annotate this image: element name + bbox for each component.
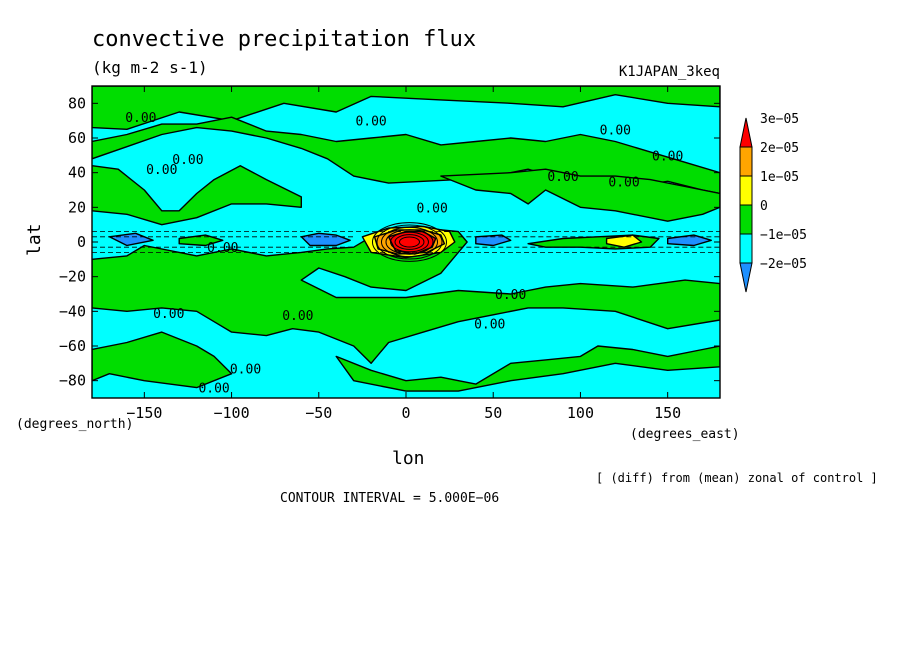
contour-value-label: 0.00 (146, 163, 177, 178)
axes: −150 −100 −50 0 50 100 150 80 60 40 20 0 −20 −40 −60 −8… (59, 86, 720, 422)
colorbar-swatch (739, 204, 753, 235)
colorbar-label: −2e−05 (760, 257, 807, 272)
contour-value-label: 0.00 (355, 115, 386, 130)
region-negative-strong (667, 234, 712, 247)
contour-value-label: 0.00 (198, 382, 229, 397)
peak-contour (385, 229, 434, 255)
contour-value-label: 0.00 (474, 317, 505, 332)
y-tick-label: 40 (68, 164, 86, 182)
region-positive (440, 168, 720, 222)
x-tick-label: −150 (126, 404, 162, 422)
colorbar-label: 1e−05 (760, 170, 799, 185)
contour-value-label: 0.00 (547, 170, 578, 185)
experiment-label: K1JAPAN_3keq (619, 64, 720, 80)
peak-contour (380, 226, 438, 258)
y-tick-label: −40 (59, 302, 86, 320)
colorbar-label: −1e−05 (760, 228, 807, 243)
y-tick-label: 0 (77, 233, 86, 251)
footnote: [ (diff) from (mean) zonal of control ] (596, 471, 878, 485)
y-tick-label: −20 (59, 268, 86, 286)
colorbar-swatch (739, 233, 753, 264)
region-positive (92, 86, 720, 131)
y-axis-label: lat (24, 223, 45, 256)
colorbar-swatch (739, 146, 753, 177)
contour-value-label: 0.00 (282, 309, 313, 324)
colorbar: −2e−05 −1e−05 0 1e−05 2e−05 3e−05 (739, 112, 807, 293)
contour-value-label: 0.00 (417, 201, 448, 216)
field-layer: 0.000.000.000.00 0.000.000.00 0.000.000.00… (92, 86, 720, 398)
contour-value-label: 0.00 (153, 307, 184, 322)
peak-contour (398, 236, 420, 248)
region-positive (335, 345, 720, 392)
region-moderate (605, 234, 643, 248)
colorbar-swatch (739, 175, 753, 206)
region-positive (92, 331, 233, 389)
x-tick-label: −100 (213, 404, 249, 422)
peak-contour (376, 224, 443, 260)
region-positive (92, 164, 302, 226)
y-unit-label: (degrees_north) (16, 417, 133, 432)
contour-value-label: 0.00 (207, 241, 238, 256)
y-tick-label: −80 (59, 372, 86, 390)
peak-contour (371, 222, 447, 262)
peak-contour (394, 234, 425, 250)
x-tick-label: 50 (484, 404, 502, 422)
contour-value-label: 0.00 (608, 175, 639, 190)
contour-interval-note: CONTOUR INTERVAL = 5.000E−06 (280, 491, 499, 506)
y-tick-label: −60 (59, 337, 86, 355)
x-tick-label: 150 (654, 404, 681, 422)
x-tick-label: 100 (567, 404, 594, 422)
contour-value-label: 0.00 (600, 123, 631, 138)
peak-contour (389, 231, 429, 253)
contour-value-label: 0.00 (172, 153, 203, 168)
region-negative-strong (475, 234, 512, 247)
contour-value-label: 0.00 (652, 149, 683, 164)
x-tick-label: 0 (401, 404, 410, 422)
colorbar-label: 3e−05 (760, 112, 799, 127)
colorbar-swatch (739, 262, 753, 293)
colorbar-label: 2e−05 (760, 141, 799, 156)
x-tick-label: −50 (305, 404, 332, 422)
y-tick-label: 60 (68, 129, 86, 147)
plot-area: 0.000.000.000.00 0.000.000.00 0.000.000.00… (91, 85, 721, 399)
x-axis-label: lon (392, 448, 425, 469)
region-positive (178, 234, 224, 247)
contour-value-label: 0.00 (230, 363, 261, 378)
contour-value-label: 0.00 (125, 111, 156, 126)
region-positive (92, 227, 720, 364)
units-label: (kg m-2 s-1) (92, 58, 208, 77)
contour-value-label: 0.00 (495, 288, 526, 303)
region-negative-strong (108, 232, 154, 247)
chart-title: convective precipitation flux (92, 27, 476, 52)
x-unit-label: (degrees_east) (630, 427, 740, 442)
region-negative-strong (300, 232, 351, 247)
y-tick-label: 80 (68, 94, 86, 112)
colorbar-swatch (739, 117, 753, 148)
y-tick-label: 20 (68, 198, 86, 216)
colorbar-label: 0 (760, 199, 768, 214)
